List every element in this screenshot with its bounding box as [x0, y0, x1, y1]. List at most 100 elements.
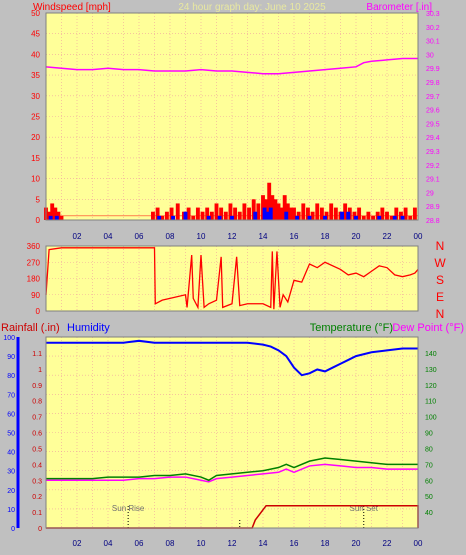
wind-avg-bar: [354, 215, 358, 220]
windspeed-bar: [371, 215, 375, 220]
baro-y-tick: 29.6: [426, 108, 440, 115]
wind-avg-bar: [157, 215, 162, 220]
windspeed-bar: [357, 207, 362, 220]
wind-x-tick: 12: [228, 232, 237, 241]
baro-y-tick: 29.7: [426, 94, 440, 101]
humidity-x-tick: 18: [321, 539, 330, 548]
windspeed-bar: [343, 203, 348, 220]
rain-y-tick: 0.1: [32, 510, 42, 517]
dewpoint-line: [46, 463, 418, 483]
rain-y-tick: 0.3: [32, 478, 42, 485]
humidity-x-tick: 14: [259, 539, 268, 548]
wind-y-tick: 45: [31, 30, 40, 39]
wind-avg-bar: [217, 215, 222, 220]
windspeed-bar: [50, 203, 55, 220]
wind-direction-line: [45, 247, 419, 310]
temperature-axis-title: Temperature (°F): [310, 322, 393, 334]
wind-avg-bar: [295, 215, 300, 220]
temperature-line: [46, 457, 418, 482]
rain-y-tick: 0: [38, 526, 42, 533]
windspeed-bar: [251, 199, 256, 220]
windspeed-bar: [279, 207, 284, 220]
humidity-axis-title: Humidity: [67, 322, 110, 334]
baro-y-tick: 30.1: [426, 39, 440, 46]
humidity-x-tick: 16: [290, 539, 299, 548]
wind-avg-bar: [253, 211, 258, 220]
wind-avg-bar: [307, 215, 312, 220]
humidity-y-tick: 40: [7, 450, 15, 457]
wind-x-tick: 00: [414, 232, 423, 241]
wind-avg-bar: [262, 207, 267, 220]
wind-avg-bar: [268, 207, 273, 220]
humidity-x-tick: 20: [352, 539, 361, 548]
windspeed-bar: [408, 215, 413, 220]
windspeed-bar: [164, 211, 169, 220]
windspeed-bar: [333, 207, 338, 220]
wind-plot-frame: [45, 12, 419, 221]
windspeed-bar: [247, 207, 251, 220]
windspeed-bar: [267, 182, 272, 220]
windspeed-bar: [59, 215, 64, 220]
humidity-x-tick: 04: [104, 539, 113, 548]
windspeed-bar: [191, 215, 196, 220]
windspeed-bar: [361, 215, 366, 220]
sunrise-label: Sun Rise: [112, 504, 145, 513]
wind-y-tick: 15: [31, 154, 40, 163]
wind-avg-bar: [265, 211, 270, 220]
temp-y-tick: 80: [425, 446, 433, 453]
temp-y-tick: 130: [425, 367, 437, 374]
temp-y-tick: 70: [425, 462, 433, 469]
wind-x-tick: 20: [352, 232, 361, 241]
humidity-y-tick: 30: [7, 469, 15, 476]
windspeed-bar: [155, 207, 160, 220]
baro-y-tick: 29.5: [426, 121, 440, 128]
windspeed-bar: [237, 211, 242, 220]
windspeed-bar: [319, 207, 324, 220]
wind-x-tick: 02: [73, 232, 82, 241]
direction-y-tick: 90: [31, 291, 40, 300]
windspeed-bar: [219, 207, 224, 220]
humidity-x-tick: 12: [228, 539, 237, 548]
humidity-y-tick: 10: [7, 507, 15, 514]
wind-y-tick: 0: [36, 216, 41, 225]
humidity-y-tick: 80: [7, 373, 15, 380]
wind-avg-bar: [346, 211, 351, 220]
windspeed-bar: [205, 207, 210, 220]
wind-x-tick: 06: [135, 232, 144, 241]
humidity-y-tick: 0: [11, 526, 15, 533]
wind-y-tick: 50: [31, 9, 40, 18]
baro-y-tick: 29: [426, 190, 434, 197]
windspeed-bar: [175, 203, 180, 220]
direction-y-tick: 270: [27, 258, 41, 267]
sunset-label: Sun Set: [350, 504, 379, 513]
windspeed-bar: [200, 211, 205, 220]
direction-y-tick: 0: [36, 307, 41, 316]
baro-y-tick: 29.3: [426, 149, 440, 156]
baro-y-tick: 30.2: [426, 25, 440, 32]
wind-avg-bar: [54, 215, 59, 220]
wind-avg-bar: [323, 215, 327, 220]
wind-x-tick: 22: [383, 232, 392, 241]
baro-y-tick: 30: [426, 52, 434, 59]
temp-y-tick: 40: [425, 510, 433, 517]
humidity-x-tick: 22: [383, 539, 392, 548]
baro-y-tick: 29.4: [426, 135, 440, 142]
windspeed-bar: [306, 207, 310, 220]
baro-y-tick: 28.9: [426, 204, 440, 211]
windspeed-bar: [366, 211, 371, 220]
baro-y-tick: 29.1: [426, 177, 440, 184]
humidity-y-tick: 50: [7, 431, 15, 438]
wind-y-tick: 10: [31, 175, 40, 184]
temp-y-tick: 110: [425, 399, 436, 406]
humidity-y-tick: 90: [7, 354, 15, 361]
wind-avg-bar: [340, 211, 344, 220]
temp-y-tick: 140: [425, 351, 437, 358]
wind-avg-bar: [183, 211, 188, 220]
wind-avg-bar: [171, 215, 176, 220]
wind-y-tick: 40: [31, 50, 40, 59]
rain-y-tick: 0.5: [32, 446, 42, 453]
windspeed-bar: [169, 207, 174, 220]
compass-letter: N: [436, 239, 445, 253]
windspeed-bar: [301, 203, 306, 220]
